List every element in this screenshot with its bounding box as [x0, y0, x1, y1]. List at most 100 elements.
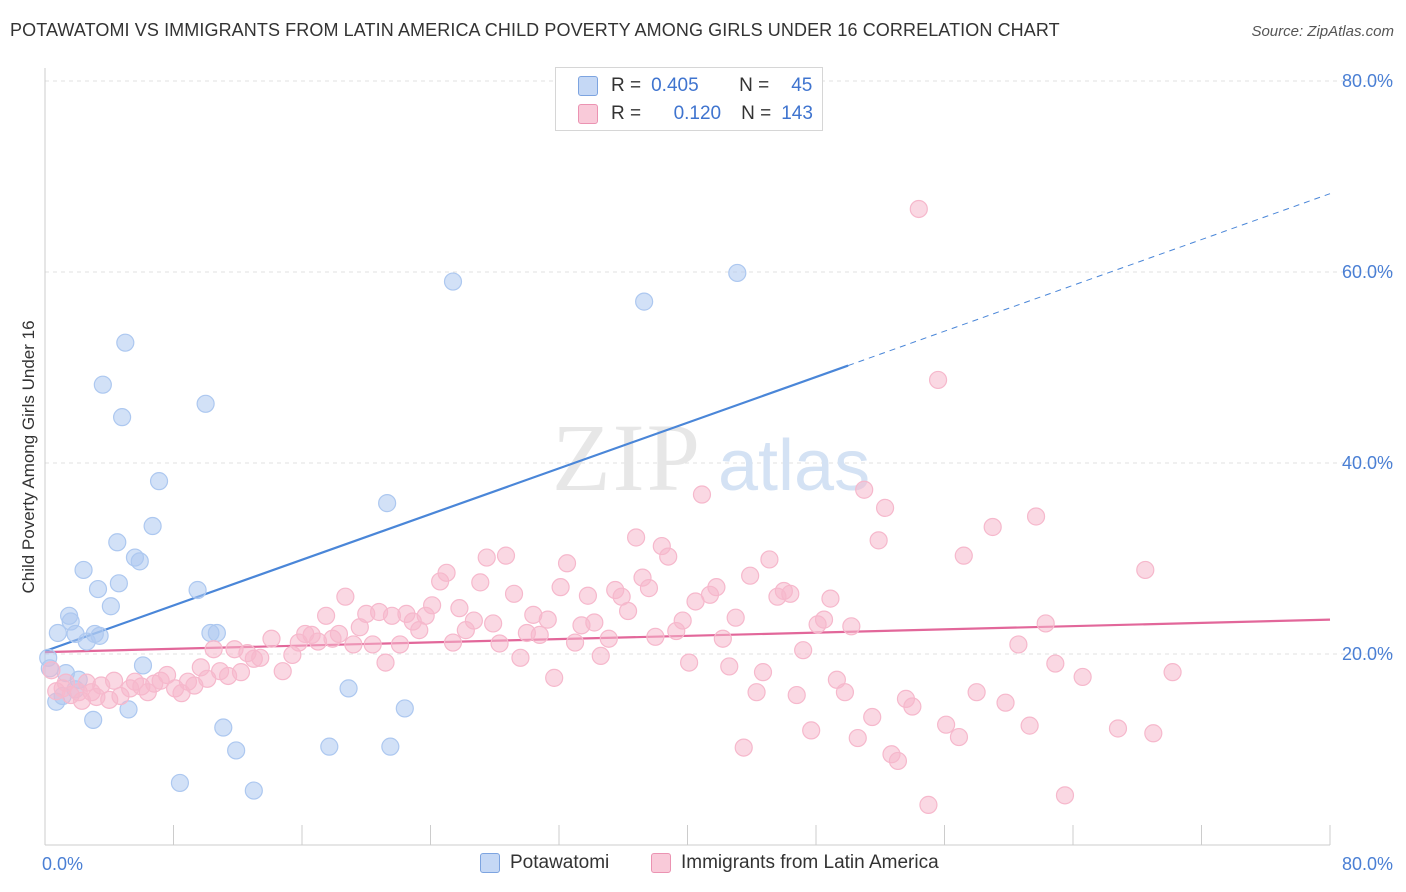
data-point: [170, 773, 190, 793]
legend-r-label: R =: [611, 103, 642, 124]
data-point: [214, 718, 233, 737]
data-point: [196, 394, 215, 413]
data-point: [84, 710, 103, 729]
legend-r-value: 0.120: [673, 103, 722, 124]
data-point: [344, 635, 363, 654]
x-tick-label: 0.0%: [42, 854, 83, 874]
data-point: [591, 646, 610, 666]
data-point: [919, 795, 938, 814]
series-immigrants-points: [42, 199, 1182, 814]
data-point: [692, 485, 712, 504]
data-point: [863, 707, 882, 727]
data-point: [119, 700, 138, 719]
data-point: [1136, 560, 1155, 580]
data-point: [112, 408, 132, 427]
data-point: [395, 699, 414, 718]
data-point: [949, 727, 969, 747]
legend-r-label: R =: [611, 75, 642, 96]
data-point: [251, 648, 270, 667]
data-point: [157, 665, 177, 685]
data-point: [443, 633, 463, 652]
data-point: [363, 635, 382, 654]
data-point: [188, 580, 207, 600]
data-point: [496, 546, 516, 565]
data-point: [585, 613, 604, 632]
data-point: [1036, 614, 1055, 633]
data-point: [381, 737, 400, 756]
bottom-legend-potawatomi: Potawatomi: [480, 852, 609, 874]
data-point: [842, 617, 861, 636]
axes: [44, 68, 1331, 846]
data-point: [378, 494, 397, 513]
data-point: [48, 623, 67, 643]
data-point: [262, 629, 281, 648]
data-point: [996, 693, 1015, 712]
legend-n-value: 45: [791, 75, 813, 96]
data-point: [390, 635, 410, 654]
data-point: [490, 634, 509, 653]
data-point: [967, 683, 986, 702]
data-point: [734, 738, 753, 757]
data-point: [336, 587, 355, 606]
data-point: [90, 626, 109, 645]
data-point: [204, 640, 223, 659]
data-point: [565, 633, 585, 652]
trend-lines: [44, 193, 1331, 654]
y-axis-label: Child Poverty Among Girls Under 16: [19, 320, 38, 593]
data-point: [1026, 507, 1046, 526]
legend-n-value: 143: [781, 103, 813, 124]
data-point: [937, 715, 956, 734]
data-point: [659, 547, 678, 566]
data-point: [741, 566, 760, 585]
data-point: [329, 624, 349, 644]
chart-title: POTAWATOMI VS IMMIGRANTS FROM LATIN AMER…: [10, 20, 1060, 40]
data-point: [423, 596, 442, 615]
data-point: [143, 516, 162, 536]
trend-line-potawatomi: [44, 364, 849, 653]
data-point: [316, 606, 336, 625]
grid-lines: [45, 80, 1395, 655]
legend-swatch-potawatomi: [578, 76, 598, 96]
tick-labels: 80.0% 60.0% 40.0% 20.0% 0.0% 80.0%: [42, 71, 1393, 874]
data-point: [1163, 663, 1182, 682]
data-point: [74, 560, 93, 580]
bottom-legend-swatch-potawatomi: [480, 853, 500, 873]
data-point: [794, 641, 813, 660]
data-point: [116, 333, 135, 352]
data-point: [130, 552, 149, 571]
data-point: [101, 597, 120, 616]
data-point: [273, 662, 292, 681]
data-point: [551, 578, 570, 597]
y-tick-label: 60.0%: [1342, 262, 1393, 282]
data-point: [753, 663, 773, 682]
data-point: [450, 599, 469, 618]
bottom-legend-swatch-immigrants: [651, 853, 671, 873]
data-point: [88, 579, 108, 599]
data-point: [720, 657, 739, 676]
data-point: [1108, 719, 1128, 738]
bottom-legend: Potawatomi Immigrants from Latin America: [0, 852, 1406, 878]
data-point: [538, 610, 557, 629]
data-point: [471, 573, 490, 592]
data-point: [149, 472, 169, 491]
data-point: [244, 781, 263, 800]
legend-n-label: N =: [741, 103, 772, 124]
data-point: [66, 624, 85, 644]
legend-row-potawatomi: R = 0.405 N = 45: [578, 72, 812, 100]
data-point: [1046, 654, 1065, 673]
data-point: [545, 668, 564, 687]
watermark-atlas: atlas: [718, 426, 870, 506]
data-point: [835, 683, 855, 702]
data-point: [747, 683, 766, 702]
legend-n-label: N =: [739, 75, 770, 96]
data-point: [1144, 724, 1163, 743]
data-point: [1055, 786, 1075, 805]
data-point: [875, 498, 895, 517]
data-points: [39, 199, 1182, 814]
data-point: [928, 370, 948, 390]
data-point: [437, 563, 456, 582]
data-point: [680, 653, 699, 672]
watermark: ZIP atlas: [552, 404, 870, 511]
data-point: [231, 663, 251, 682]
data-point: [626, 528, 646, 547]
